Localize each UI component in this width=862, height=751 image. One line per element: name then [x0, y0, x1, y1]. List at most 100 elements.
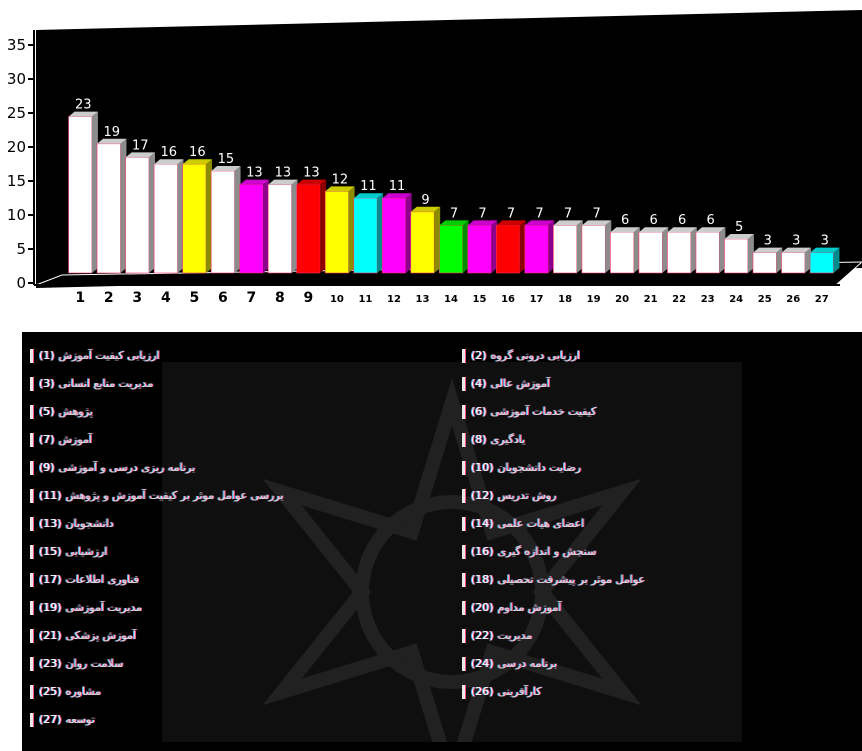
x-tick-label: 14	[444, 294, 458, 305]
legend-item-number: (15)	[39, 545, 62, 558]
bar-27	[809, 247, 840, 274]
value-label: 19	[104, 125, 121, 140]
legend-item: (24) برنامه درسی	[462, 650, 862, 678]
legend-item: (1) ارزیابی کیفیت آموزش	[30, 342, 440, 370]
legend-marker	[462, 489, 465, 503]
bar-11	[353, 193, 384, 274]
y-tick-label: 10	[7, 206, 26, 224]
legend-marker	[30, 405, 33, 419]
value-labels: 23 19 17 16 16 15 13 13 13 12 11 11 9 7 7 7 7 7 7 6 6 6 6 5 3 3 3	[75, 98, 829, 249]
legend-panel: (1) ارزیابی کیفیت آموزش (3) مدیریت منابع ان…	[22, 332, 862, 751]
x-tick-label: 25	[758, 294, 772, 305]
x-tick-label: 24	[729, 294, 743, 305]
legend-item-label: مدیریت آموزشی	[65, 601, 143, 614]
bar-17	[524, 220, 555, 274]
legend-item: (21) آموزش پزشکی	[30, 622, 440, 650]
legend-item-label: بررسی عوامل موثر بر کیفیت آموزش و پژوهش	[65, 489, 284, 502]
legend-left-column: (1) ارزیابی کیفیت آموزش (3) مدیریت منابع ان…	[30, 342, 440, 734]
value-label: 13	[246, 166, 263, 181]
bar-4	[153, 159, 184, 274]
x-tick-label: 6	[218, 290, 228, 306]
legend-item-number: (9)	[39, 461, 55, 474]
value-label: 7	[535, 206, 543, 221]
bar-12	[381, 193, 412, 274]
legend-item: (20) آموزش مداوم	[462, 594, 862, 622]
legend-item: (2) ارزیابی درونی گروه	[462, 342, 862, 370]
legend-item-number: (26)	[471, 685, 494, 698]
bar-15	[467, 220, 498, 274]
legend-item-label: مدیریت	[497, 629, 533, 642]
legend-item-label: رضایت دانشجویان	[497, 461, 582, 474]
legend-item-number: (21)	[39, 629, 62, 642]
legend-item: (5) پژوهش	[30, 398, 440, 426]
legend-item: (14) اعضای هیات علمی	[462, 510, 862, 538]
x-tick-label: 18	[558, 294, 572, 305]
legend-item-number: (1)	[39, 349, 55, 362]
x-tick-label: 19	[587, 294, 601, 305]
legend-item: (3) مدیریت منابع انسانی	[30, 370, 440, 398]
value-label: 16	[161, 145, 178, 160]
legend-item-number: (2)	[471, 349, 487, 362]
legend-marker	[30, 489, 33, 503]
x-tick-label: 8	[275, 290, 285, 306]
y-axis-ticks: 0 5 10 15 20 25 30 35	[7, 36, 34, 292]
bars	[68, 111, 840, 274]
value-label: 6	[678, 213, 686, 228]
legend-item-number: (5)	[39, 405, 55, 418]
value-label: 17	[132, 138, 149, 153]
legend-item-label: مشاوره	[65, 685, 102, 698]
bar-3	[125, 152, 155, 274]
legend-item-number: (12)	[471, 489, 494, 502]
legend-item-number: (18)	[471, 573, 494, 586]
legend-item-label: سلامت روان	[65, 657, 124, 670]
x-tick-label: 20	[615, 294, 629, 305]
x-tick-label: 15	[473, 294, 487, 305]
y-tick-label: 35	[7, 36, 26, 54]
legend-item-number: (16)	[471, 545, 494, 558]
bar-21	[638, 227, 669, 274]
legend-marker	[462, 629, 465, 643]
legend-marker	[462, 545, 465, 559]
legend-item: (19) مدیریت آموزشی	[30, 594, 440, 622]
legend-item-number: (14)	[471, 517, 494, 530]
y-tick-label: 5	[16, 240, 26, 258]
value-label: 3	[821, 234, 829, 249]
legend-item-number: (20)	[471, 601, 494, 614]
y-tick-label: 0	[16, 274, 26, 292]
value-label: 13	[275, 166, 292, 181]
legend-marker	[30, 601, 33, 615]
value-label: 9	[421, 193, 429, 208]
bar-23	[695, 227, 726, 274]
bar-13	[410, 206, 441, 274]
legend-item: (15) ارزشیابی	[30, 538, 440, 566]
legend-marker	[30, 545, 33, 559]
legend-marker	[462, 601, 465, 615]
value-label: 7	[592, 206, 600, 221]
legend-item: (23) سلامت روان	[30, 650, 440, 678]
legend-item: (12) روش تدریس	[462, 482, 862, 510]
legend-item: (10) رضایت دانشجویان	[462, 454, 862, 482]
legend-marker	[30, 517, 33, 531]
legend-item-number: (19)	[39, 601, 62, 614]
legend-item-number: (7)	[39, 433, 55, 446]
legend-item: (11) بررسی عوامل موثر بر کیفیت آموزش و پژ…	[30, 482, 440, 510]
x-tick-label: 5	[189, 290, 199, 306]
bar-6	[210, 166, 241, 274]
star-ornament-background	[162, 362, 742, 742]
value-label: 23	[75, 98, 92, 113]
x-axis-ticks: 1 2 3 4 5 6 7 8 9 10 11 12 13 14 15 16 17 18 19 20 21 22 23 24 2…	[75, 290, 828, 306]
legend-marker	[462, 657, 465, 671]
value-label: 11	[389, 179, 406, 194]
x-tick-label: 27	[815, 294, 829, 305]
y-tick-label: 30	[7, 70, 26, 88]
legend-marker	[462, 573, 465, 587]
legend-item-label: یادگیری	[490, 433, 526, 446]
bar-18	[553, 220, 583, 274]
value-label: 6	[649, 213, 657, 228]
legend-item-number: (8)	[471, 433, 487, 446]
legend-item-number: (4)	[471, 377, 487, 390]
bar-16	[496, 220, 526, 274]
bar-22	[667, 227, 697, 274]
legend-item-label: ارزیابی کیفیت آموزش	[58, 349, 160, 362]
legend-item: (4) آموزش عالی	[462, 370, 862, 398]
